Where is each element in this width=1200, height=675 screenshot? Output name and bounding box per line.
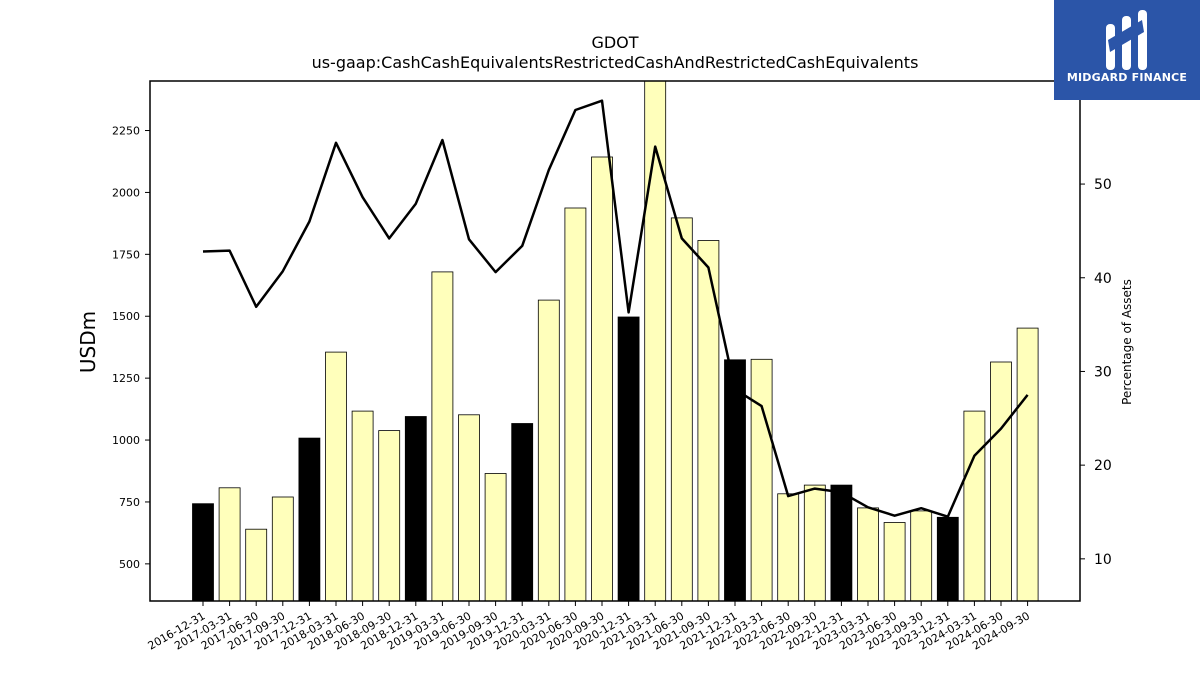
y-tick-label: 1750 bbox=[112, 248, 140, 261]
y-tick-label: 2250 bbox=[112, 125, 140, 138]
brand-name: MIDGARD FINANCE bbox=[1066, 71, 1188, 84]
y-tick-label: 1000 bbox=[112, 434, 140, 447]
bar bbox=[670, 217, 693, 602]
bar bbox=[857, 507, 879, 602]
bar bbox=[910, 510, 933, 602]
y-tick-label: 500 bbox=[119, 558, 140, 571]
bar bbox=[750, 358, 773, 602]
chart-title: GDOT bbox=[591, 33, 638, 52]
y2-axis-ticks: 10 20 30 40 50 bbox=[1080, 177, 1112, 568]
y2-tick-label: 50 bbox=[1094, 177, 1112, 193]
bar bbox=[378, 430, 401, 602]
bar bbox=[511, 423, 534, 602]
bar bbox=[245, 528, 268, 602]
bar bbox=[990, 361, 1012, 602]
y2-axis-label: Percentage of Assets bbox=[1120, 279, 1134, 405]
bar bbox=[298, 437, 321, 602]
bar bbox=[936, 516, 959, 602]
bar bbox=[537, 299, 560, 602]
bar bbox=[484, 473, 507, 602]
y-tick-label: 1250 bbox=[112, 372, 140, 385]
bar bbox=[351, 410, 374, 602]
bar bbox=[830, 484, 853, 602]
x-axis-ticks: 2016-12-312017-03-312017-06-302017-09-30… bbox=[146, 601, 1032, 653]
bar bbox=[325, 351, 347, 602]
brand-logo: MIDGARD FINANCE bbox=[1054, 0, 1200, 100]
bar bbox=[644, 80, 667, 602]
bar-series bbox=[192, 80, 1039, 602]
logo-mark-icon bbox=[1106, 10, 1147, 70]
line-series bbox=[202, 99, 1029, 518]
y2-tick-label: 20 bbox=[1094, 458, 1112, 474]
bar bbox=[724, 359, 746, 602]
bar bbox=[1016, 327, 1039, 602]
bar bbox=[218, 487, 241, 602]
chart-subtitle: us-gaap:CashCashEquivalentsRestrictedCas… bbox=[312, 53, 919, 72]
bar bbox=[617, 316, 640, 602]
y2-tick-label: 30 bbox=[1094, 364, 1112, 380]
bar bbox=[963, 410, 986, 602]
y-axis-label: USDm bbox=[76, 311, 100, 373]
y-axis-ticks: 500 750 1000 1250 1500 1750 2000 2250 bbox=[112, 125, 150, 571]
bar bbox=[271, 496, 294, 602]
bar bbox=[883, 522, 906, 602]
y-tick-label: 2000 bbox=[112, 186, 140, 199]
y-tick-label: 1500 bbox=[112, 310, 140, 323]
bar bbox=[192, 503, 214, 602]
bar bbox=[591, 156, 613, 602]
bar bbox=[458, 414, 480, 602]
y2-tick-label: 10 bbox=[1094, 552, 1112, 568]
bar bbox=[777, 493, 800, 602]
bar bbox=[803, 484, 826, 602]
bar bbox=[404, 416, 427, 602]
bar bbox=[697, 240, 720, 602]
plot-frame bbox=[149, 80, 1081, 602]
bar bbox=[564, 207, 587, 602]
bar bbox=[431, 271, 454, 602]
y-tick-label: 750 bbox=[119, 496, 140, 509]
y2-tick-label: 40 bbox=[1094, 271, 1112, 287]
line-path bbox=[202, 99, 1029, 518]
